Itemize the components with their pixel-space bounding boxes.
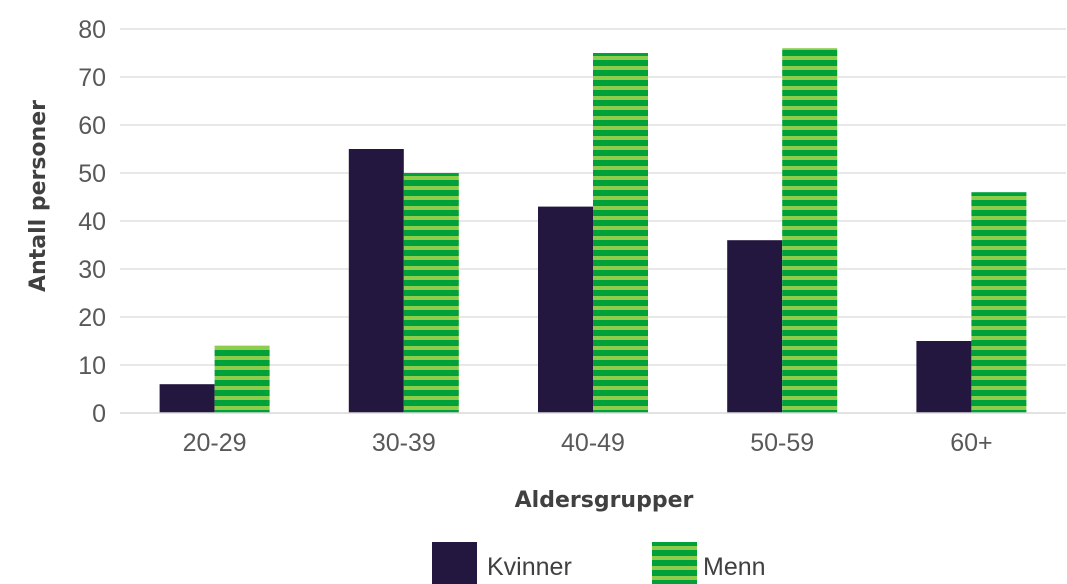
bar-menn-20-29 bbox=[214, 345, 270, 413]
legend-swatch-kvinner bbox=[432, 542, 477, 584]
y-tick-label: 70 bbox=[78, 64, 106, 92]
y-tick-label: 60 bbox=[78, 112, 106, 140]
x-axis-title: Aldersgrupper bbox=[515, 488, 694, 513]
bar-kvinner-40-49 bbox=[538, 206, 593, 413]
y-tick-label: 40 bbox=[78, 208, 106, 236]
x-tick-label: 40-49 bbox=[561, 429, 625, 457]
legend-label-menn: Menn bbox=[703, 553, 766, 581]
legend: Kvinner Menn bbox=[432, 542, 766, 584]
y-tick-label: 50 bbox=[78, 160, 106, 188]
x-tick-label: 60+ bbox=[950, 429, 992, 457]
y-tick-label: 30 bbox=[78, 256, 106, 284]
legend-swatch-menn bbox=[652, 542, 697, 584]
bar-kvinner-30-39 bbox=[348, 149, 404, 413]
y-tick-label: 0 bbox=[92, 400, 106, 428]
y-axis-title: Antall personer bbox=[26, 100, 51, 292]
bar-kvinner-60plus bbox=[916, 341, 972, 413]
x-tick-label: 30-39 bbox=[372, 429, 436, 457]
x-tick-label: 20-29 bbox=[183, 429, 247, 457]
y-tick-label: 20 bbox=[78, 304, 106, 332]
bars bbox=[159, 48, 1027, 413]
bar-menn-60plus bbox=[971, 192, 1027, 413]
bar-menn-40-49 bbox=[593, 53, 648, 413]
y-axis-ticks: 0 10 20 30 40 50 60 70 80 bbox=[78, 16, 106, 428]
bar-kvinner-20-29 bbox=[159, 384, 215, 413]
bar-menn-50-59 bbox=[782, 48, 838, 413]
bar-menn-30-39 bbox=[403, 173, 459, 413]
y-tick-label: 80 bbox=[78, 16, 106, 44]
x-axis-ticks: 20-29 30-39 40-49 50-59 60+ bbox=[183, 429, 993, 457]
y-tick-label: 10 bbox=[78, 352, 106, 380]
x-tick-label: 50-59 bbox=[750, 429, 814, 457]
legend-label-kvinner: Kvinner bbox=[487, 553, 572, 581]
bar-kvinner-50-59 bbox=[727, 240, 783, 413]
